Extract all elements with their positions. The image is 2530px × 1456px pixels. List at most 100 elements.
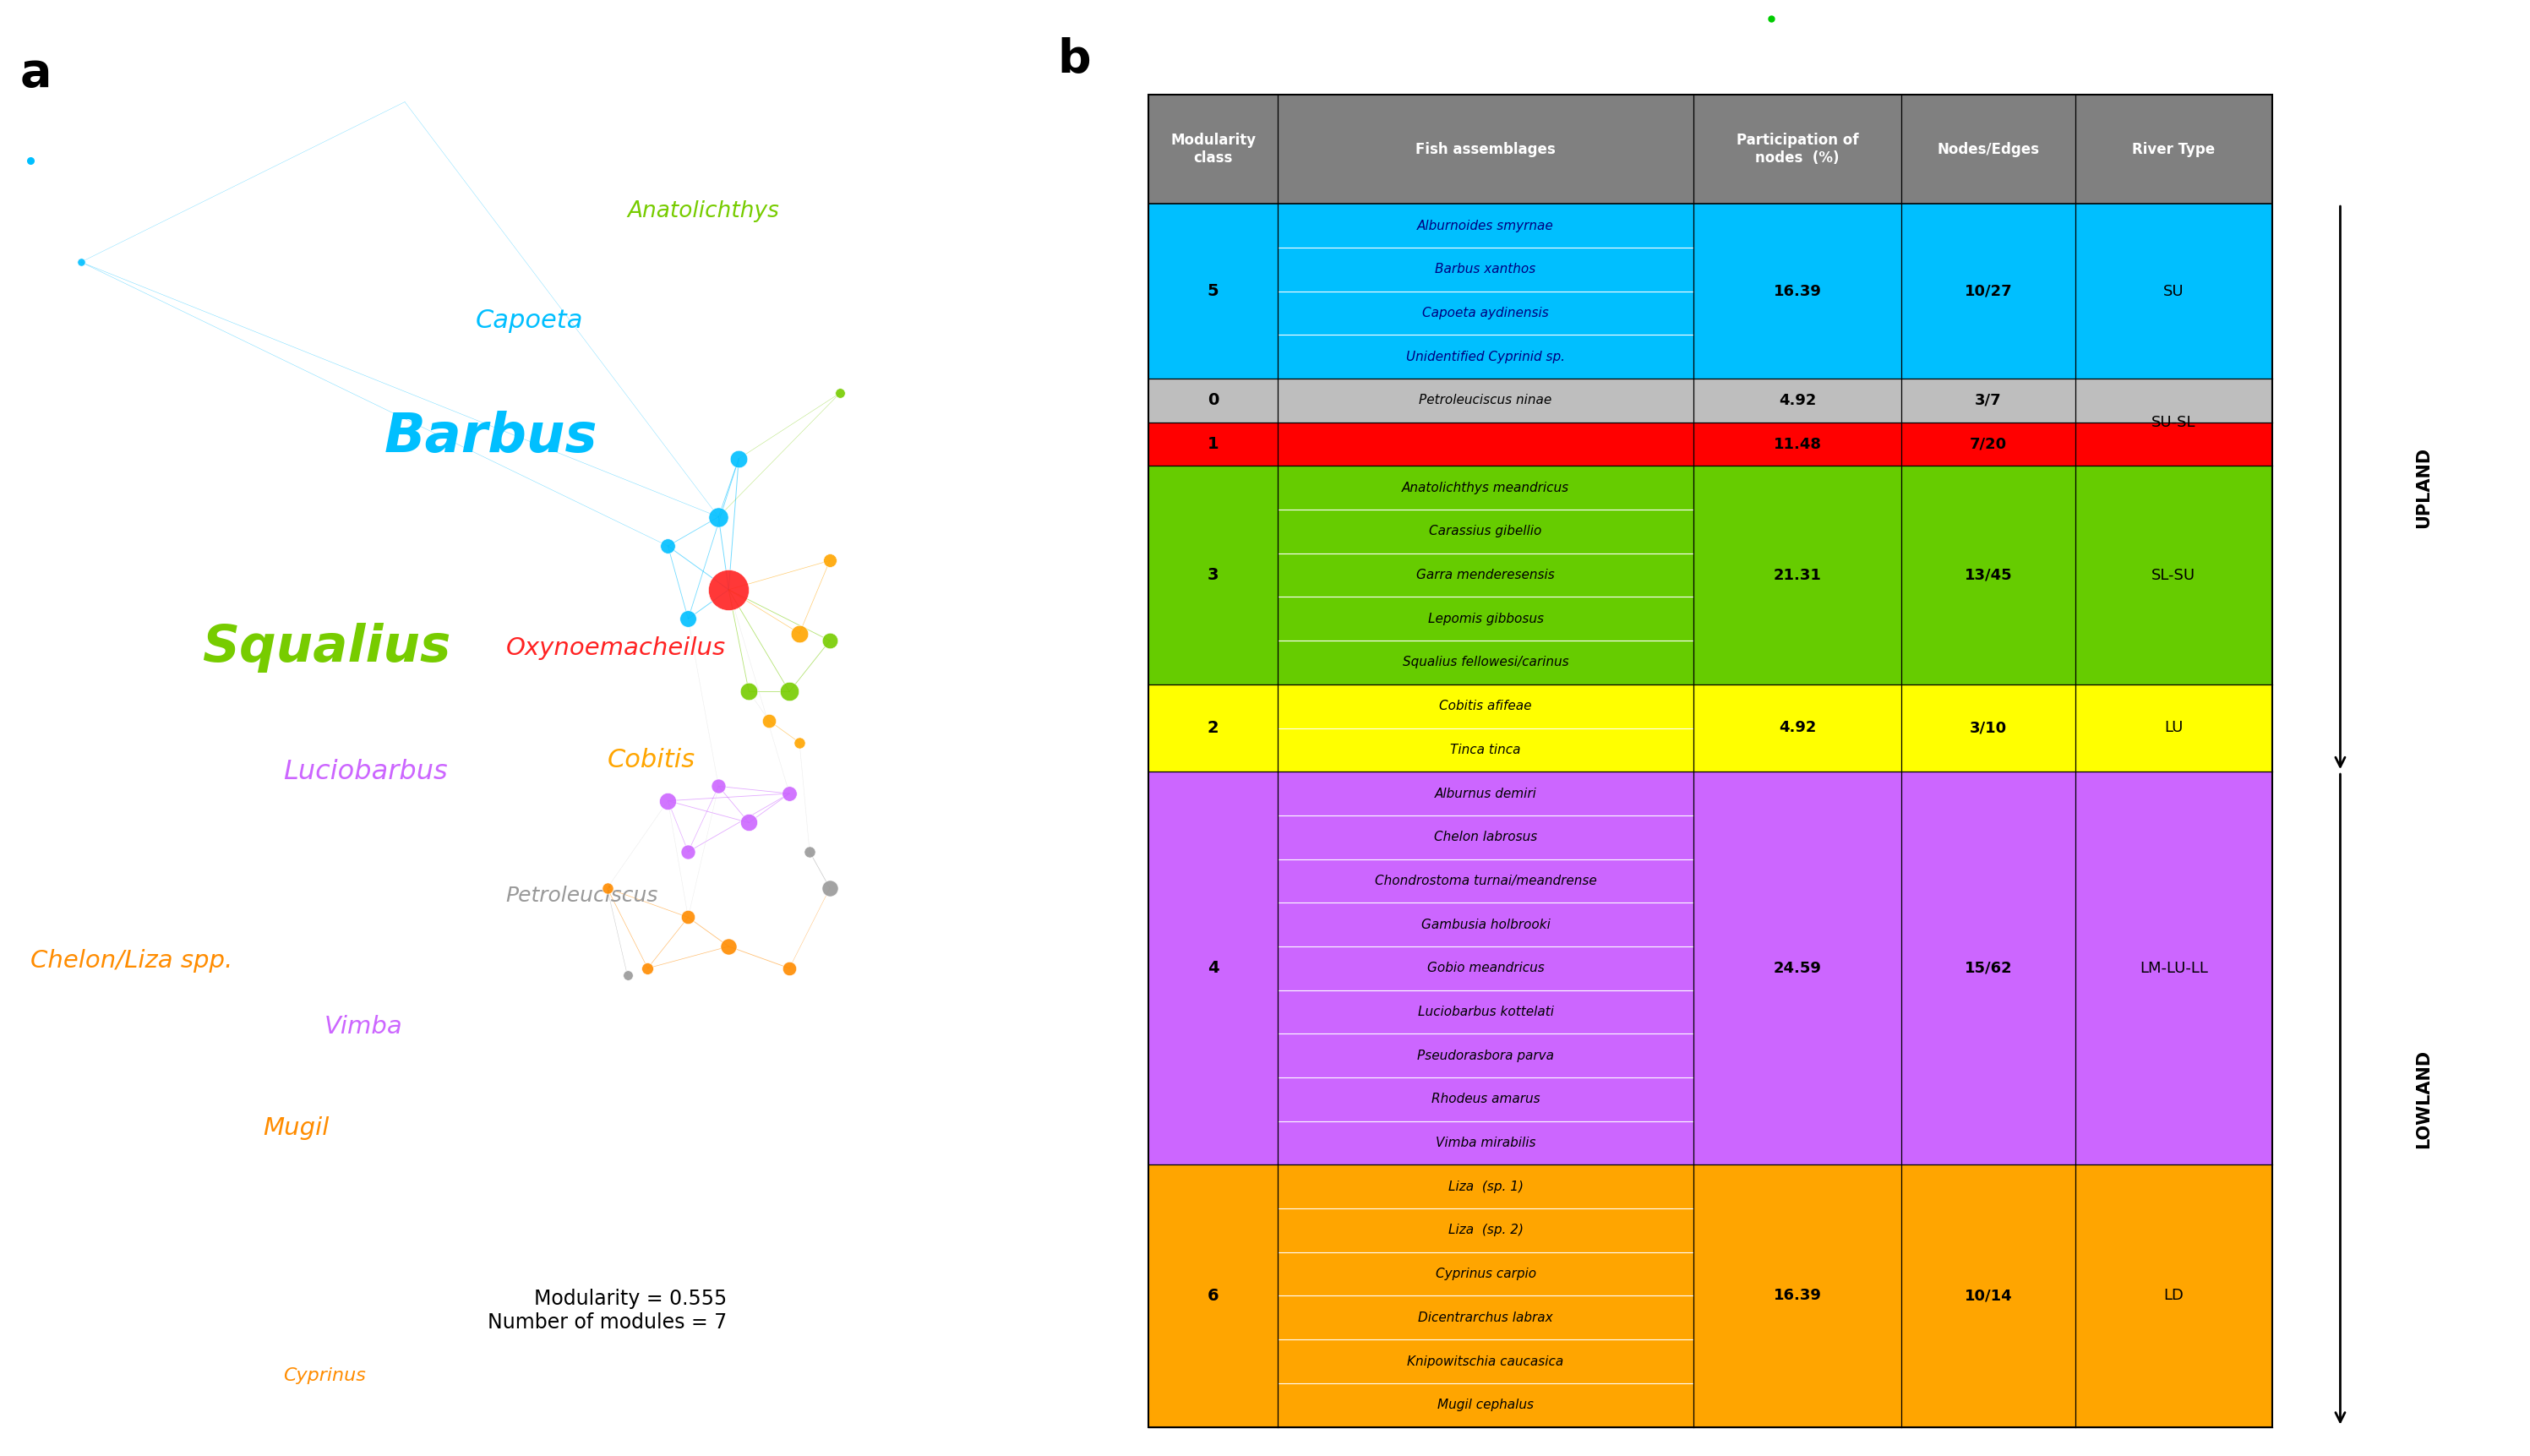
Text: River Type: River Type bbox=[2133, 141, 2216, 157]
Text: Pseudorasbora parva: Pseudorasbora parva bbox=[1417, 1050, 1553, 1061]
Text: Modularity
class: Modularity class bbox=[1171, 132, 1255, 166]
Bar bbox=[1149, 772, 2272, 1165]
Text: 4.92: 4.92 bbox=[1779, 721, 1817, 735]
Point bbox=[587, 877, 627, 900]
Text: 13/45: 13/45 bbox=[1963, 568, 2011, 582]
Text: Mugil: Mugil bbox=[263, 1117, 329, 1140]
Text: Knipowitschia caucasica: Knipowitschia caucasica bbox=[1407, 1356, 1564, 1367]
Text: 4.92: 4.92 bbox=[1779, 393, 1817, 408]
Text: Alburnoides smyrnae: Alburnoides smyrnae bbox=[1417, 220, 1553, 232]
Text: Luciobarbus kottelati: Luciobarbus kottelati bbox=[1417, 1006, 1553, 1018]
Text: SU-SL: SU-SL bbox=[2150, 415, 2196, 430]
Text: 15/62: 15/62 bbox=[1963, 961, 2011, 976]
Text: 21.31: 21.31 bbox=[1774, 568, 1822, 582]
Text: 10/14: 10/14 bbox=[1963, 1289, 2011, 1303]
Point bbox=[648, 534, 688, 558]
Point bbox=[749, 709, 789, 732]
Bar bbox=[1149, 95, 2272, 204]
Point bbox=[61, 250, 101, 274]
Text: 4: 4 bbox=[1207, 960, 1219, 977]
Text: LU: LU bbox=[2163, 721, 2183, 735]
Text: LD: LD bbox=[2163, 1289, 2183, 1303]
Text: Luciobarbus: Luciobarbus bbox=[283, 759, 448, 785]
Text: 2: 2 bbox=[1207, 719, 1219, 737]
Text: Petroleuciscus ninae: Petroleuciscus ninae bbox=[1419, 395, 1551, 406]
Point bbox=[708, 935, 749, 958]
Text: Capoeta aydinensis: Capoeta aydinensis bbox=[1422, 307, 1548, 319]
Point bbox=[1751, 7, 1791, 31]
Point bbox=[820, 381, 860, 405]
Point bbox=[668, 906, 708, 929]
Point bbox=[729, 680, 769, 703]
Point bbox=[698, 505, 739, 529]
Point bbox=[627, 957, 668, 980]
Bar bbox=[1149, 684, 2272, 772]
Bar bbox=[1149, 95, 2272, 1427]
Point bbox=[779, 731, 820, 754]
Point bbox=[810, 549, 850, 572]
Text: Participation of
nodes  (%): Participation of nodes (%) bbox=[1736, 132, 1860, 166]
Text: Oxynoemacheilus germencicus: Oxynoemacheilus germencicus bbox=[1384, 438, 1586, 450]
Text: Gambusia holbrooki: Gambusia holbrooki bbox=[1422, 919, 1551, 930]
Text: Garra menderesensis: Garra menderesensis bbox=[1417, 569, 1556, 581]
Point bbox=[10, 149, 51, 172]
Text: UPLAND: UPLAND bbox=[2416, 447, 2431, 529]
Text: Oxynoemacheilus: Oxynoemacheilus bbox=[506, 636, 726, 660]
Point bbox=[769, 957, 810, 980]
Text: Tinca tinca: Tinca tinca bbox=[1450, 744, 1521, 756]
Text: 1: 1 bbox=[1207, 435, 1219, 453]
Point bbox=[668, 840, 708, 863]
Text: Petroleuciscus: Petroleuciscus bbox=[506, 885, 658, 906]
Text: Mugil cephalus: Mugil cephalus bbox=[1437, 1399, 1533, 1411]
Point bbox=[698, 775, 739, 798]
Text: Chelon/Liza spp.: Chelon/Liza spp. bbox=[30, 949, 233, 973]
Point bbox=[729, 811, 769, 834]
Text: Modularity = 0.555
Number of modules = 7: Modularity = 0.555 Number of modules = 7 bbox=[488, 1289, 726, 1332]
Text: a: a bbox=[20, 51, 53, 96]
Text: 0: 0 bbox=[1207, 392, 1219, 409]
Text: 11.48: 11.48 bbox=[1774, 437, 1822, 451]
Point bbox=[668, 607, 708, 630]
Text: Chelon labrosus: Chelon labrosus bbox=[1435, 831, 1538, 843]
Text: LM-LU-LL: LM-LU-LL bbox=[2140, 961, 2209, 976]
Text: 3/7: 3/7 bbox=[1976, 393, 2001, 408]
Text: Cyprinus carpio: Cyprinus carpio bbox=[1435, 1268, 1536, 1280]
Text: 10/27: 10/27 bbox=[1963, 284, 2011, 298]
Text: LOWLAND: LOWLAND bbox=[2416, 1050, 2431, 1149]
Text: 3: 3 bbox=[1207, 566, 1219, 584]
Point bbox=[769, 782, 810, 805]
Point bbox=[810, 877, 850, 900]
Bar bbox=[1149, 204, 2272, 379]
Text: Anatolichthys: Anatolichthys bbox=[627, 199, 779, 223]
Bar bbox=[1149, 379, 2272, 422]
Text: Fish assemblages: Fish assemblages bbox=[1417, 141, 1556, 157]
Text: Anatolichthys meandricus: Anatolichthys meandricus bbox=[1402, 482, 1569, 494]
Text: Carassius gibellio: Carassius gibellio bbox=[1429, 526, 1541, 537]
Text: Cobitis afifeae: Cobitis afifeae bbox=[1440, 700, 1531, 712]
Point bbox=[810, 629, 850, 652]
Point bbox=[779, 622, 820, 645]
Text: Rhodeus amarus: Rhodeus amarus bbox=[1432, 1093, 1541, 1105]
Text: SU: SU bbox=[2163, 284, 2183, 298]
Text: Squalius fellowesi/carinus: Squalius fellowesi/carinus bbox=[1402, 657, 1569, 668]
Text: SL-SU: SL-SU bbox=[2150, 568, 2196, 582]
Point bbox=[719, 447, 759, 470]
Point bbox=[648, 789, 688, 812]
Text: 3/10: 3/10 bbox=[1971, 721, 2006, 735]
Text: 5: 5 bbox=[1207, 282, 1219, 300]
Text: Cobitis: Cobitis bbox=[607, 748, 696, 772]
Text: 6: 6 bbox=[1207, 1287, 1219, 1305]
Text: 16.39: 16.39 bbox=[1774, 1289, 1822, 1303]
Text: Chondrostoma turnai/meandrense: Chondrostoma turnai/meandrense bbox=[1374, 875, 1596, 887]
Point bbox=[789, 840, 830, 863]
Text: Capoeta: Capoeta bbox=[476, 309, 584, 332]
Text: Alburnus demiri: Alburnus demiri bbox=[1435, 788, 1536, 799]
Text: Lepomis gibbosus: Lepomis gibbosus bbox=[1427, 613, 1543, 625]
Text: Dicentrarchus labrax: Dicentrarchus labrax bbox=[1419, 1312, 1553, 1324]
Text: Unidentified Cyprinid sp.: Unidentified Cyprinid sp. bbox=[1407, 351, 1566, 363]
Text: Vimba mirabilis: Vimba mirabilis bbox=[1435, 1137, 1536, 1149]
Text: 7/20: 7/20 bbox=[1971, 437, 2006, 451]
Text: 24.59: 24.59 bbox=[1774, 961, 1822, 976]
Bar bbox=[1149, 1165, 2272, 1427]
Text: Nodes/Edges: Nodes/Edges bbox=[1938, 141, 2039, 157]
